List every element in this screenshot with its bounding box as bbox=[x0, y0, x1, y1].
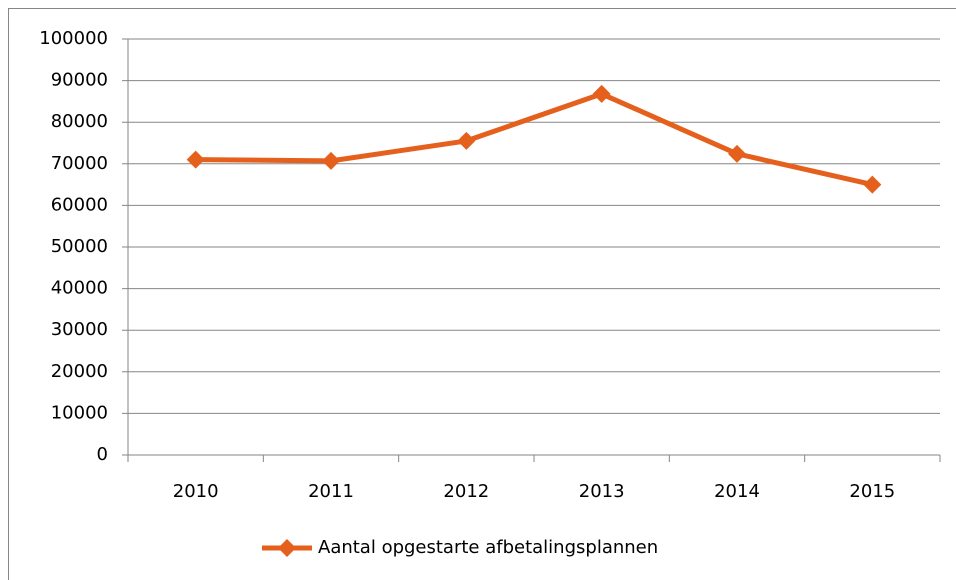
chart-frame bbox=[8, 8, 956, 580]
data-point bbox=[863, 175, 882, 194]
x-tick-label: 2012 bbox=[443, 481, 489, 502]
y-tick-label: 100000 bbox=[39, 28, 108, 49]
data-point bbox=[186, 150, 205, 169]
x-tick-label: 2014 bbox=[714, 481, 760, 502]
y-tick-label: 80000 bbox=[51, 111, 108, 132]
y-tick-label: 60000 bbox=[51, 194, 108, 215]
data-point bbox=[592, 84, 611, 103]
x-tick-label: 2010 bbox=[173, 481, 219, 502]
x-tick-label: 2015 bbox=[849, 481, 895, 502]
data-point bbox=[457, 131, 476, 150]
y-tick-label: 90000 bbox=[51, 70, 108, 91]
x-tick-label: 2011 bbox=[308, 481, 354, 502]
y-tick-label: 40000 bbox=[51, 278, 108, 299]
y-tick-label: 20000 bbox=[51, 361, 108, 382]
y-tick-label: 10000 bbox=[51, 402, 108, 423]
data-point bbox=[728, 144, 746, 163]
y-tick-label: 70000 bbox=[51, 153, 108, 174]
series-line bbox=[195, 91, 873, 188]
y-tick-label: 50000 bbox=[51, 236, 108, 257]
legend-label: Aantal opgestarte afbetalingsplannen bbox=[318, 537, 658, 558]
x-tick-label: 2013 bbox=[579, 481, 625, 502]
y-tick-label: 30000 bbox=[51, 319, 108, 340]
y-tick-label: 0 bbox=[97, 444, 108, 465]
legend-marker bbox=[278, 539, 296, 557]
data-point bbox=[322, 151, 340, 170]
